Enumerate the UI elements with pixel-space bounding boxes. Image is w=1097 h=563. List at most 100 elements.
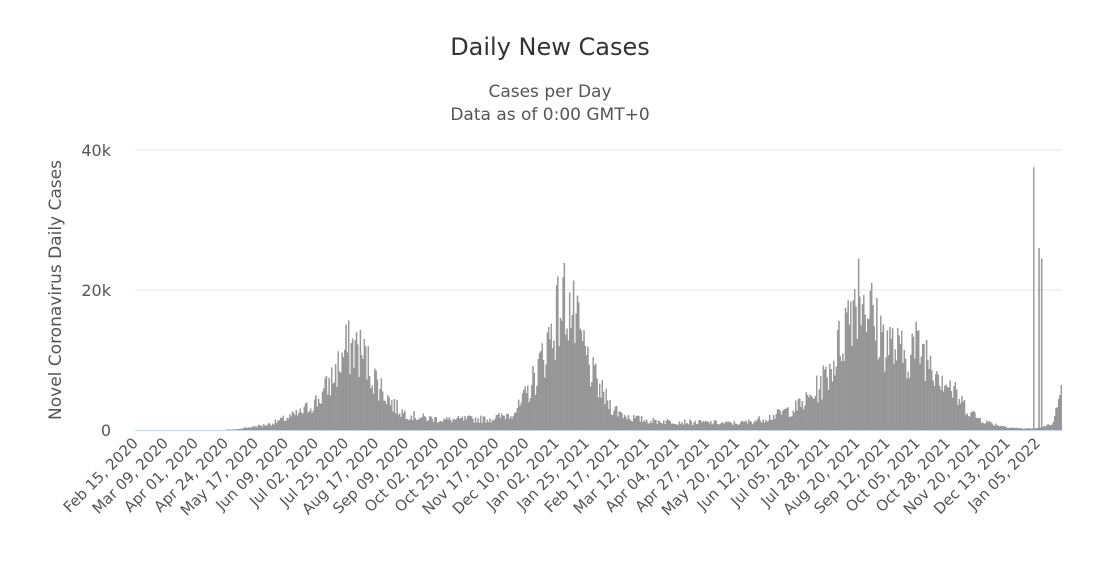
bar — [695, 424, 698, 431]
bar — [378, 400, 380, 431]
bar — [762, 419, 764, 431]
bar — [431, 418, 434, 431]
bar — [670, 423, 673, 431]
bar — [860, 325, 862, 431]
bar — [561, 320, 563, 431]
bar — [353, 367, 355, 431]
bar — [423, 416, 426, 431]
bar — [923, 343, 925, 431]
bar — [831, 381, 834, 431]
bar — [243, 427, 245, 431]
bar — [311, 413, 313, 431]
bar — [371, 385, 373, 431]
bar — [724, 422, 726, 431]
bar — [376, 379, 379, 431]
bar — [629, 419, 631, 431]
bar — [524, 386, 526, 431]
bar — [317, 398, 320, 431]
bar — [766, 421, 768, 431]
bar — [710, 420, 712, 431]
bar — [477, 418, 479, 431]
bar — [910, 354, 912, 431]
bar — [251, 427, 253, 431]
bar — [340, 372, 342, 431]
bar — [272, 423, 274, 431]
bar — [793, 412, 796, 431]
bar — [959, 403, 962, 431]
bar — [548, 326, 550, 431]
bar — [347, 320, 350, 431]
bar — [595, 363, 597, 431]
bar — [1044, 426, 1047, 431]
bar — [949, 380, 951, 431]
bar — [320, 403, 322, 431]
bar — [991, 423, 993, 431]
bar — [400, 416, 402, 431]
bar — [269, 424, 271, 431]
bar — [983, 423, 985, 431]
bar — [455, 419, 457, 431]
bar — [826, 377, 828, 431]
bar — [829, 363, 831, 431]
bar — [646, 419, 648, 431]
bar — [327, 394, 329, 431]
bar — [534, 394, 537, 431]
bar — [551, 348, 554, 431]
bar — [485, 422, 487, 431]
bar — [848, 324, 851, 431]
bar — [882, 324, 885, 431]
bar — [638, 415, 640, 431]
bar — [774, 419, 776, 431]
bar — [865, 332, 868, 431]
bar — [1037, 428, 1039, 431]
bar — [911, 333, 913, 431]
bar — [731, 423, 733, 431]
bar — [500, 413, 503, 431]
bar — [395, 413, 397, 431]
bar — [282, 415, 285, 431]
bar — [576, 295, 579, 431]
bar — [1057, 399, 1060, 431]
bar — [838, 320, 840, 431]
bar — [918, 330, 920, 431]
bar — [1060, 385, 1062, 431]
bar — [436, 422, 439, 431]
bar — [809, 394, 811, 431]
bar — [861, 304, 864, 431]
bar — [562, 277, 564, 431]
bar — [823, 369, 826, 431]
bar — [819, 376, 822, 431]
bar — [544, 377, 546, 431]
bar — [927, 360, 929, 431]
bar — [260, 425, 262, 431]
bar — [506, 413, 508, 431]
bar — [974, 412, 976, 431]
bar — [898, 335, 900, 431]
bar — [507, 413, 509, 431]
bar — [368, 376, 371, 431]
bar — [449, 419, 452, 431]
bar — [511, 418, 513, 431]
bar — [891, 328, 894, 431]
bar — [920, 356, 923, 431]
bar — [364, 346, 367, 431]
bar — [966, 413, 968, 431]
bar — [402, 413, 405, 431]
bar — [825, 367, 827, 431]
bar — [610, 414, 613, 431]
bar — [680, 424, 682, 431]
bar — [588, 364, 590, 431]
bar — [932, 380, 934, 431]
bar — [901, 330, 903, 431]
bar — [870, 282, 873, 431]
bar — [698, 420, 700, 431]
bar — [842, 353, 844, 431]
bar — [1052, 421, 1055, 431]
bar — [528, 402, 530, 431]
bar — [606, 400, 609, 431]
bar — [800, 407, 802, 431]
bar — [627, 415, 630, 431]
bar — [472, 418, 474, 431]
bar — [1021, 428, 1023, 431]
bar — [519, 406, 521, 431]
